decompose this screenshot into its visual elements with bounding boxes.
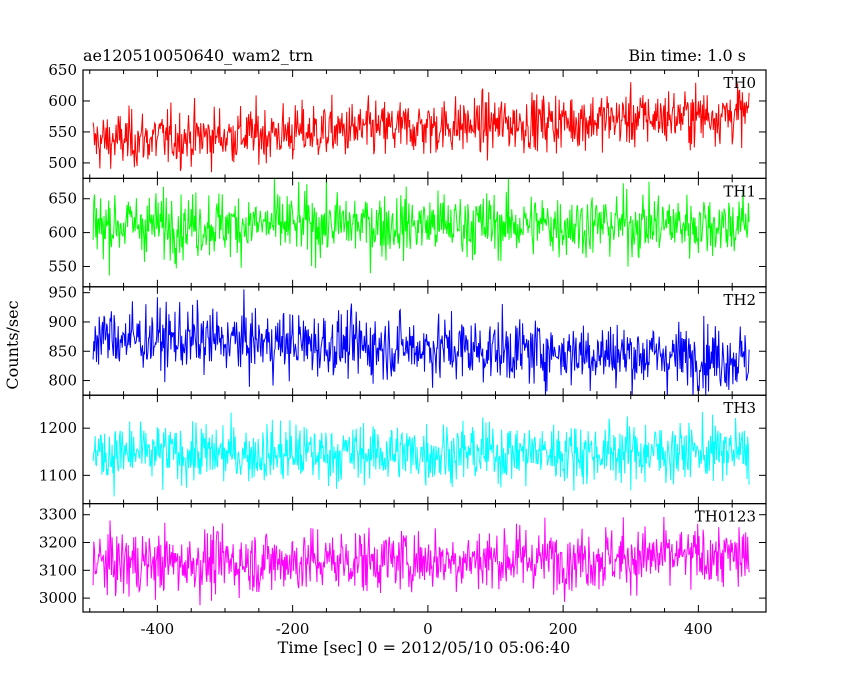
y-tick-label: 500 — [48, 154, 77, 172]
y-tick-label: 550 — [48, 257, 77, 275]
panel-label: TH1 — [723, 182, 756, 200]
x-tick-label: -400 — [141, 620, 175, 638]
y-tick-label: 3300 — [39, 506, 77, 524]
panel-th0123: 3000 3100 3200 3300 TH0123 — [39, 503, 767, 613]
y-tick-label: 1100 — [39, 466, 77, 484]
y-tick-label: 550 — [48, 123, 77, 141]
y-tick-label: 850 — [48, 342, 77, 360]
x-tick-label: 400 — [684, 620, 713, 638]
y-tick-label: 3100 — [39, 561, 77, 579]
y-tick-label: 3200 — [39, 534, 77, 552]
y-tick-label: 800 — [48, 372, 77, 390]
series-line-th3 — [92, 411, 750, 497]
y-tick-label: 600 — [48, 224, 77, 242]
y-tick-label: 650 — [48, 190, 77, 208]
x-tick-label: 200 — [549, 620, 578, 638]
y-tick-label: 650 — [48, 61, 77, 79]
series-line-th0 — [92, 82, 750, 173]
panel-th3: 1100 1200 TH3 — [39, 394, 767, 505]
y-tick-label: 950 — [48, 284, 77, 302]
y-tick-label: 3000 — [39, 589, 77, 607]
panel-th1: 550 600 650 TH1 — [48, 177, 767, 288]
y-axis-label: Counts/sec — [3, 300, 22, 389]
chart-title-right: Bin time: 1.0 s — [628, 46, 746, 65]
y-tick-label: 1200 — [39, 419, 77, 437]
x-tick-label: 0 — [423, 620, 433, 638]
panel-label: TH0 — [723, 74, 756, 92]
chart-title-left: ae120510050640_wam2_trn — [83, 46, 313, 65]
y-tick-label: 900 — [48, 313, 77, 331]
panel-label: TH3 — [723, 399, 756, 417]
x-tick-label: -200 — [276, 620, 310, 638]
y-tick-label: 600 — [48, 92, 77, 110]
panel-label: TH0123 — [695, 508, 756, 526]
panel-label: TH2 — [723, 291, 756, 309]
series-line-th1 — [92, 178, 750, 276]
x-axis-label: Time [sec] 0 = 2012/05/10 05:06:40 — [278, 638, 571, 657]
panel-frame — [82, 503, 767, 613]
panels-group: 500 550 600 650 TH0 550 600 650 TH1 800 850 900 950 T… — [39, 61, 767, 638]
panel-th0: 500 550 600 650 TH0 — [48, 61, 767, 180]
series-line-th2 — [92, 289, 750, 396]
panel-th2: 800 850 900 950 TH2 — [48, 284, 767, 396]
series-line-th0123 — [92, 516, 750, 606]
